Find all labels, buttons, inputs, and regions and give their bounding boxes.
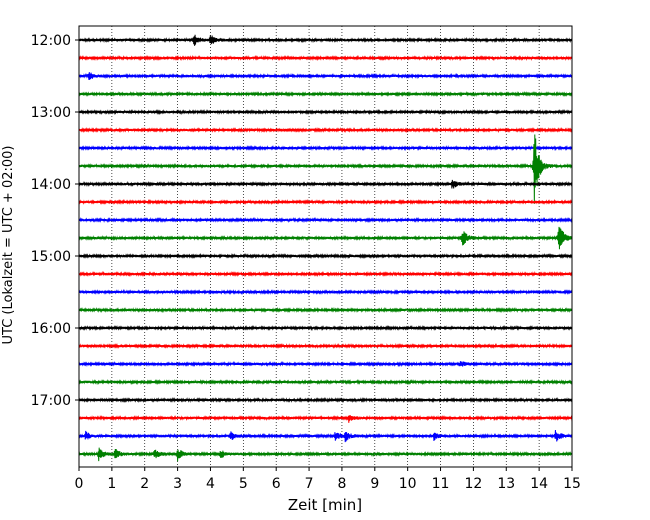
trace-1630 (78, 360, 573, 368)
trace-1230 (78, 72, 573, 80)
y-tick-label: 17:00 (31, 393, 71, 409)
trace-1515 (78, 270, 573, 278)
y-tick-label: 13:00 (31, 105, 71, 121)
x-tick-label: 0 (75, 476, 84, 492)
x-tick-label: 9 (370, 476, 379, 492)
trace-1315 (78, 126, 573, 134)
trace-1200 (78, 34, 573, 46)
x-tick-label: 15 (563, 476, 581, 492)
trace-1400 (78, 179, 573, 189)
x-tick-label: 2 (140, 476, 149, 492)
y-tick-label: 12:00 (31, 33, 71, 49)
x-tick-label: 11 (432, 476, 450, 492)
x-tick-label: 7 (305, 476, 314, 492)
x-tick-label: 8 (337, 476, 346, 492)
x-tick-label: 10 (399, 476, 417, 492)
trace-1500 (78, 252, 573, 260)
traces (78, 34, 573, 462)
y-tick-label: 16:00 (31, 321, 71, 337)
trace-1615 (78, 342, 573, 350)
trace-1745 (78, 447, 573, 462)
trace-1545 (78, 306, 573, 314)
x-tick-label: 1 (107, 476, 116, 492)
x-tick-label: 14 (530, 476, 548, 492)
trace-1700 (78, 396, 573, 404)
trace-1415 (78, 198, 573, 206)
x-tick-label: 3 (173, 476, 182, 492)
x-tick-label: 12 (464, 476, 482, 492)
trace-1430 (78, 216, 573, 224)
y-axis: 12:00 13:00 14:00 15:00 16:00 17:00 (31, 33, 79, 409)
x-tick-label: 5 (239, 476, 248, 492)
trace-1730 (78, 429, 573, 443)
trace-1345 (78, 134, 573, 204)
x-axis-label: Zeit [min] (288, 496, 362, 514)
y-tick-label: 14:00 (31, 177, 71, 193)
x-tick-label: 13 (497, 476, 515, 492)
trace-1445 (78, 226, 573, 250)
x-tick-label: 6 (272, 476, 281, 492)
y-axis-label: UTC (Lokalzeit = UTC + 02:00) (1, 146, 16, 345)
plot-frame (78, 25, 573, 468)
trace-1245 (78, 90, 573, 98)
trace-1600 (78, 324, 573, 332)
trace-1530 (78, 288, 573, 296)
trace-1715 (78, 414, 573, 423)
x-axis: 0 1 2 3 4 5 6 7 8 9 10 11 12 13 14 15 (75, 467, 581, 492)
trace-1330 (78, 144, 573, 152)
trace-1300 (78, 108, 573, 116)
y-tick-label: 15:00 (31, 249, 71, 265)
trace-1645 (78, 378, 573, 386)
x-tick-label: 4 (206, 476, 215, 492)
trace-1215 (78, 54, 573, 62)
